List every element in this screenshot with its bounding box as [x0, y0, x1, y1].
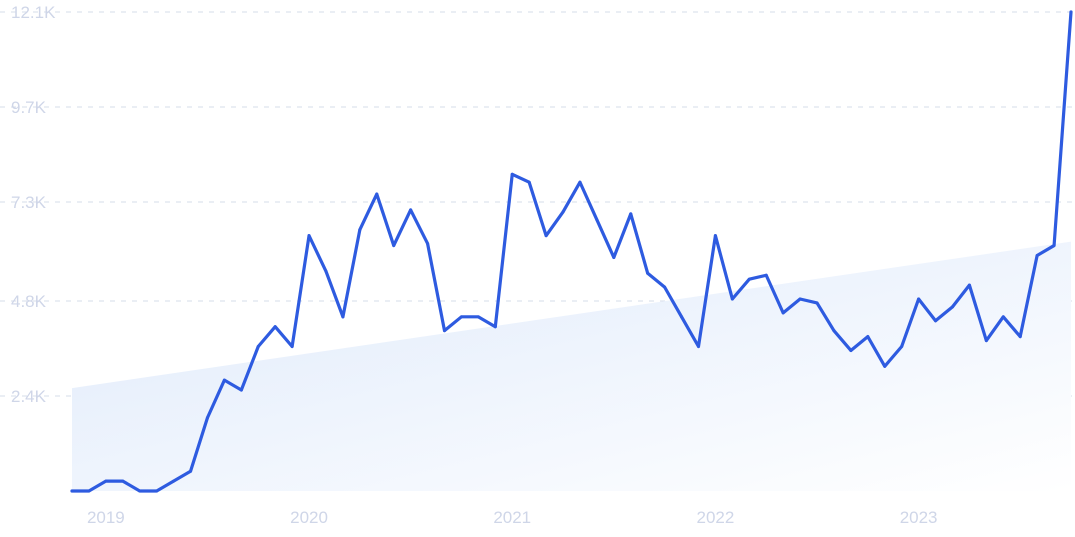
data-point [730, 297, 734, 301]
data-point [1052, 244, 1056, 248]
data-point [815, 301, 819, 305]
data-point [950, 305, 954, 309]
data-point [104, 479, 108, 483]
data-point [544, 234, 548, 238]
data-point [917, 297, 921, 301]
data-point [781, 311, 785, 315]
data-point [764, 273, 768, 277]
y-tick-label: 9.7K [11, 98, 47, 117]
data-point [155, 489, 159, 493]
data-point [934, 319, 938, 323]
data-point [121, 479, 125, 483]
data-point [1018, 335, 1022, 339]
data-point [578, 180, 582, 184]
data-point [798, 297, 802, 301]
data-point [426, 242, 430, 246]
data-point [629, 212, 633, 216]
trend-area-shape [72, 241, 1071, 491]
x-tick-label: 2019 [87, 508, 125, 527]
data-point [239, 388, 243, 392]
data-point [172, 479, 176, 483]
data-point [70, 489, 74, 493]
data-point [680, 315, 684, 319]
data-point [747, 277, 751, 281]
y-tick-label: 2.4K [11, 387, 47, 406]
y-tick-label: 7.3K [11, 193, 47, 212]
x-tick-label: 2020 [290, 508, 328, 527]
x-axis-ticks: 2019 2020 2021 2022 2023 [87, 508, 938, 527]
data-point [375, 192, 379, 196]
data-point [87, 489, 91, 493]
data-point [866, 335, 870, 339]
series-line [70, 10, 1073, 493]
data-point [713, 234, 717, 238]
data-point [290, 345, 294, 349]
y-tick-label: 4.8K [11, 292, 47, 311]
data-point [493, 325, 497, 329]
data-point [392, 244, 396, 248]
data-point [510, 172, 514, 176]
data-point [612, 255, 616, 259]
x-tick-label: 2022 [697, 508, 735, 527]
data-point [1001, 315, 1005, 319]
data-point [205, 416, 209, 420]
data-point [561, 210, 565, 214]
data-point [459, 315, 463, 319]
data-point [476, 315, 480, 319]
y-axis-ticks: 2.4K 4.8K 7.3K 9.7K 12.1K [11, 3, 56, 406]
data-point [696, 345, 700, 349]
data-point [341, 315, 345, 319]
data-point [849, 348, 853, 352]
data-point [900, 345, 904, 349]
data-point [883, 364, 887, 368]
data-point [967, 283, 971, 287]
data-point [409, 208, 413, 212]
data-point [324, 269, 328, 273]
series-layer [70, 10, 1073, 493]
x-tick-label: 2023 [900, 508, 938, 527]
data-point [595, 218, 599, 222]
data-point [273, 325, 277, 329]
data-point [256, 345, 260, 349]
data-point [443, 329, 447, 333]
y-tick-label: 12.1K [11, 3, 56, 22]
data-point [189, 469, 193, 473]
x-tick-label: 2021 [493, 508, 531, 527]
data-point [1035, 253, 1039, 257]
data-point [1069, 10, 1073, 14]
data-point [646, 271, 650, 275]
data-point [832, 329, 836, 333]
data-point [307, 234, 311, 238]
data-point [527, 180, 531, 184]
data-point [138, 489, 142, 493]
trend-area [72, 241, 1071, 491]
data-point [222, 378, 226, 382]
data-point [358, 228, 362, 232]
data-point [984, 339, 988, 343]
data-point [663, 285, 667, 289]
